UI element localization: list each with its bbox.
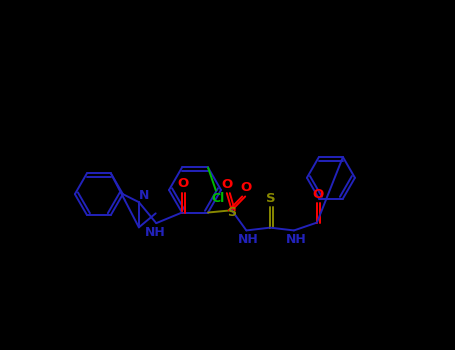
Text: S: S: [266, 193, 276, 205]
Text: NH: NH: [145, 226, 166, 239]
Text: O: O: [221, 177, 233, 191]
Text: N: N: [139, 189, 149, 202]
Text: NH: NH: [286, 233, 306, 246]
Text: NH: NH: [238, 233, 259, 246]
Text: O: O: [241, 181, 252, 194]
Text: O: O: [177, 177, 189, 190]
Text: S: S: [228, 206, 236, 219]
Text: O: O: [312, 188, 324, 201]
Text: Cl: Cl: [211, 192, 224, 205]
